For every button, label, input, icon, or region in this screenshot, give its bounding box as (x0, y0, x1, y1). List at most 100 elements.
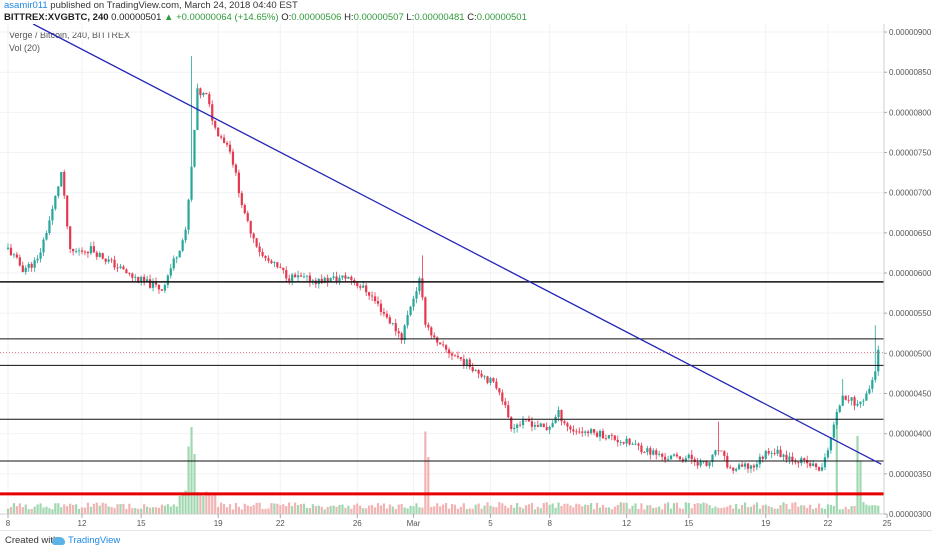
candle-body (856, 403, 859, 406)
candle-body (764, 451, 767, 459)
volume-bar (424, 431, 427, 514)
volume-bar (6, 508, 10, 514)
volume-bar (495, 507, 498, 514)
volume-bar (83, 507, 87, 514)
candle-body (220, 136, 223, 138)
volume-bar (36, 504, 39, 514)
volume-bar (773, 508, 776, 514)
candle-body (92, 246, 95, 253)
volume-bar (418, 507, 421, 514)
volume-bar (311, 504, 314, 514)
candle-body (302, 276, 306, 278)
volume-bar (140, 508, 143, 514)
volume-bar (18, 503, 21, 514)
volume-bar (820, 508, 824, 514)
high-value: 0.00000507 (353, 12, 404, 23)
candle-body (504, 401, 507, 406)
candle-body (160, 289, 164, 291)
candle-body (501, 392, 504, 402)
candle-body (746, 463, 750, 469)
candle-body (521, 419, 525, 426)
candle-body (868, 388, 871, 394)
candle-body (267, 258, 270, 261)
volume-bar (421, 507, 424, 514)
volume-bar (690, 508, 693, 514)
volume-bar (205, 491, 208, 514)
volume-bar (758, 508, 761, 514)
volume-bar (388, 504, 391, 514)
candle-body (581, 431, 584, 433)
candle-body (696, 462, 699, 466)
volume-bar (237, 506, 240, 514)
volume-bar (666, 502, 670, 514)
volume-bar (871, 505, 874, 514)
volume-bar (439, 506, 442, 514)
volume-bar (601, 504, 605, 514)
volume-bar (669, 508, 673, 514)
candle-body (403, 325, 406, 341)
candle-body (447, 349, 451, 354)
candle-body (637, 443, 640, 446)
volume-bar (447, 508, 451, 514)
volume-bar (782, 502, 785, 514)
candle-body (456, 355, 460, 358)
candle-body (601, 431, 605, 439)
candle-body (838, 405, 841, 413)
volume-bar (326, 506, 329, 514)
candle-body (42, 239, 45, 253)
volume-bar (403, 507, 406, 514)
horizontal-levels: 0.000005890.000005180.000004850.00000418… (0, 275, 932, 500)
volume-bar (590, 503, 593, 514)
candle-body (726, 455, 729, 468)
volume-bar (729, 504, 732, 514)
candle-body (536, 425, 539, 427)
volume-bar (717, 507, 720, 514)
y-tick-label: 0.00000850 (889, 68, 932, 77)
candle-body (859, 401, 862, 404)
volume-bar (806, 508, 809, 514)
candle-body (376, 301, 380, 304)
volume-bar (551, 503, 554, 514)
volume-bar (826, 504, 830, 514)
candle-body (625, 438, 628, 444)
candle-body (560, 410, 563, 422)
published-text: published on TradingView.com, March 24, … (50, 0, 298, 11)
volume-bar (323, 509, 326, 514)
volume-bar (803, 505, 806, 514)
candle-body (666, 459, 670, 461)
volume-legend[interactable]: Vol (20) (9, 43, 41, 53)
price-axis-background (884, 24, 932, 530)
candle-body (758, 456, 761, 465)
candle-body (619, 442, 622, 443)
volume-bar (483, 505, 486, 514)
candle-body (368, 292, 371, 296)
candle-body (107, 259, 110, 262)
volume-bar (835, 424, 838, 514)
volume-bar (51, 509, 54, 514)
candle-body (231, 151, 235, 165)
x-tick-label: 25 (883, 519, 892, 528)
volume-bar (202, 495, 205, 514)
volume-bar (764, 504, 767, 514)
volume-bar (518, 506, 522, 514)
candle-body (613, 435, 616, 440)
volume-bar (699, 503, 702, 514)
volume-bar (592, 509, 596, 514)
volume-bar (350, 508, 353, 514)
volume-bar (797, 506, 800, 514)
volume-bar (705, 503, 708, 514)
volume-bar (208, 494, 211, 514)
volume-bar (54, 503, 57, 514)
price-chart[interactable]: 0.000005890.000005180.000004850.00000418… (0, 24, 932, 530)
volume-bar (433, 506, 436, 514)
volume-bar (684, 502, 687, 514)
volume-bar (69, 503, 72, 514)
candle-body (430, 327, 433, 336)
publisher-link[interactable]: asamir011 (4, 0, 48, 11)
x-tick-label: 8 (547, 519, 552, 528)
candle-body (184, 229, 187, 241)
volume-bar (462, 503, 465, 514)
volume-bar (282, 504, 285, 514)
candle-body (661, 453, 664, 457)
tradingview-brand[interactable]: TradingView (52, 531, 120, 551)
